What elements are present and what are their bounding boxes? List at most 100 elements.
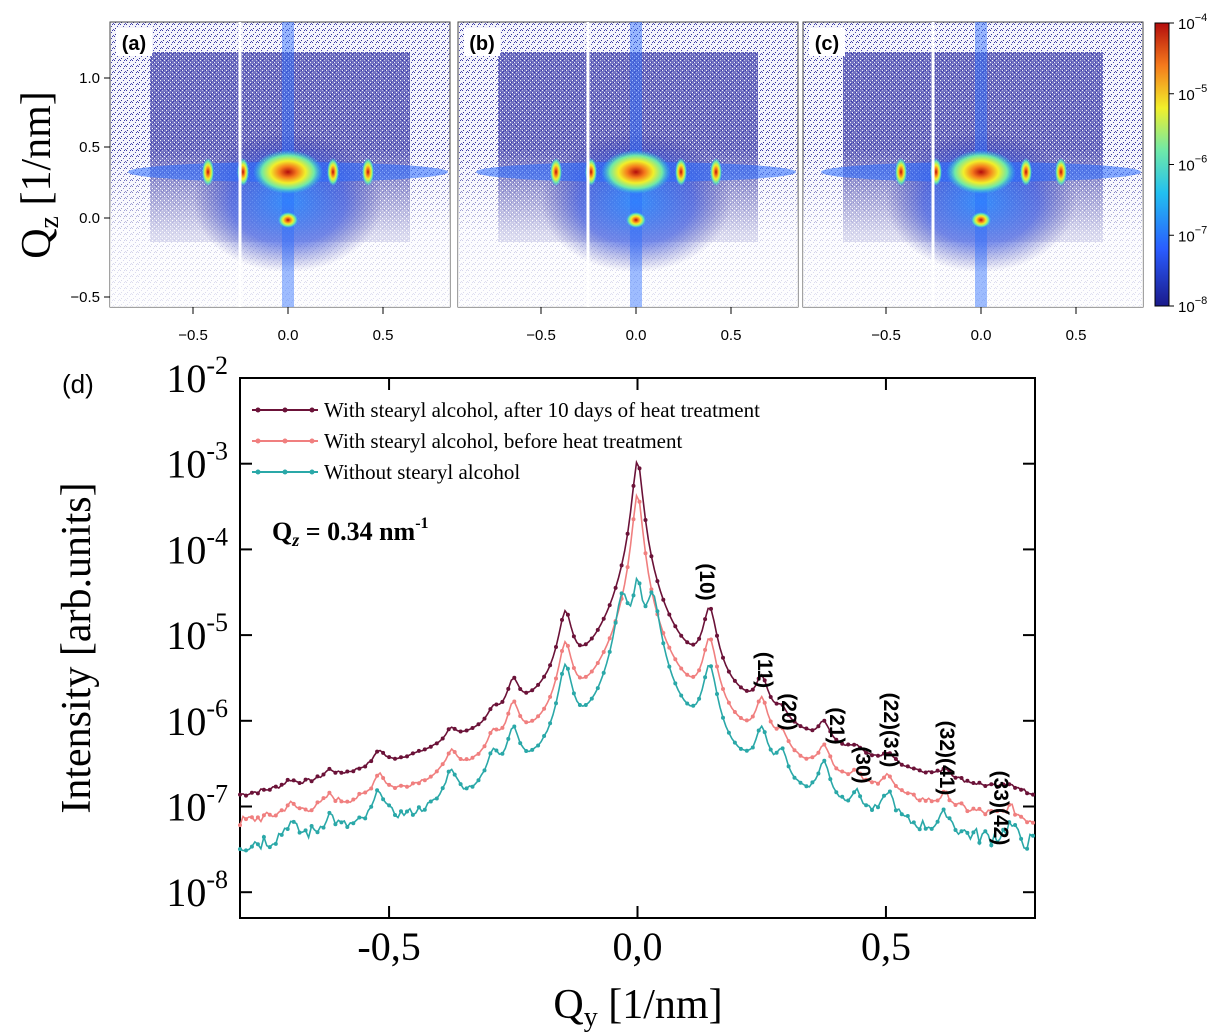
series-point [1001, 827, 1006, 832]
series-point [762, 678, 767, 683]
map-label-box [809, 28, 845, 56]
series-point [744, 748, 749, 753]
series-point [458, 757, 463, 761]
series-point [870, 753, 874, 758]
series-point [530, 688, 535, 693]
series-point [583, 642, 588, 647]
series-point [345, 769, 350, 774]
series-point [267, 845, 272, 850]
series-point [893, 784, 898, 788]
series-point [512, 699, 517, 704]
series-point [422, 747, 427, 752]
series-point [989, 782, 994, 787]
map-bragg-spot [550, 158, 562, 186]
peak-label: (20) [777, 693, 800, 730]
series-point [935, 768, 940, 773]
series-point [721, 687, 725, 691]
series-point [882, 793, 886, 798]
series-point [476, 722, 481, 727]
series-point [595, 627, 600, 632]
series-point [989, 809, 994, 813]
series-point [261, 787, 266, 792]
colorbar-tick-label: 10−4 [1178, 12, 1207, 33]
series-point [726, 669, 731, 674]
y-tick-label: 10-3 [166, 437, 228, 487]
series-point [291, 819, 296, 824]
map-y-tick-label: −0.5 [70, 289, 100, 306]
series-point [369, 804, 374, 809]
series-point [303, 828, 308, 833]
series-point [786, 712, 791, 717]
series-point [405, 809, 409, 814]
series-point [297, 781, 302, 785]
series-point [548, 694, 553, 699]
map-specular-spot [971, 212, 991, 228]
series-point [655, 609, 660, 614]
series-point [876, 753, 880, 758]
series-point [381, 750, 386, 755]
series-point [816, 724, 821, 729]
series-point [971, 806, 976, 811]
colorbar: 10−4 10−5 10−6 10−7 10−8 [1154, 12, 1207, 316]
series-point [363, 816, 368, 821]
peak-label: (11) [753, 652, 776, 688]
series-point [625, 531, 630, 536]
x-axis-label: Qy [1/nm] [553, 982, 722, 1032]
series-point [667, 612, 672, 617]
series-point [333, 770, 338, 775]
series-point [488, 707, 493, 712]
colorbar-gradient [1154, 22, 1170, 307]
map-bragg-spot [362, 158, 374, 186]
series-point [941, 766, 946, 771]
series-point [464, 786, 469, 791]
series-point [571, 691, 576, 696]
y-tick-label: 10-7 [166, 780, 228, 830]
series-point [399, 783, 403, 788]
map-label-box [464, 28, 500, 56]
series-point [929, 770, 934, 775]
series-point [440, 736, 445, 741]
series-point [560, 617, 564, 622]
series-point [715, 692, 719, 696]
series-point [273, 784, 278, 789]
series-point [685, 640, 690, 645]
series-point [935, 798, 940, 803]
series-point [995, 840, 1000, 845]
series-point [649, 587, 654, 592]
series-point [840, 769, 845, 774]
series-point [1007, 782, 1012, 787]
series-point [357, 815, 362, 820]
series-point [774, 750, 779, 755]
series-point [548, 721, 553, 726]
series-point [560, 671, 564, 676]
legend-marker [255, 407, 261, 413]
series-point [452, 726, 457, 731]
legend-marker [255, 438, 261, 444]
series-point [1031, 833, 1035, 838]
series-point [732, 710, 737, 714]
series-point [500, 699, 505, 704]
series-point [375, 749, 380, 754]
series-point [828, 729, 833, 734]
plot-frame [239, 377, 1036, 919]
series-point [273, 841, 278, 846]
series-point [691, 674, 696, 679]
series-point [846, 742, 851, 747]
series-point [870, 808, 874, 812]
series-point [339, 770, 344, 775]
series-point [679, 633, 684, 638]
series-point [631, 483, 636, 488]
series-point [297, 806, 302, 811]
series-point [828, 777, 833, 782]
series-point [554, 645, 558, 649]
series-point [798, 753, 803, 758]
series-point [905, 791, 910, 796]
series-point [440, 786, 445, 791]
series-point [721, 715, 725, 720]
series-point [846, 772, 851, 777]
series-point [416, 748, 421, 753]
series-point [780, 702, 785, 707]
series-point [876, 805, 880, 810]
series-point [738, 716, 743, 720]
series-point [977, 806, 982, 811]
